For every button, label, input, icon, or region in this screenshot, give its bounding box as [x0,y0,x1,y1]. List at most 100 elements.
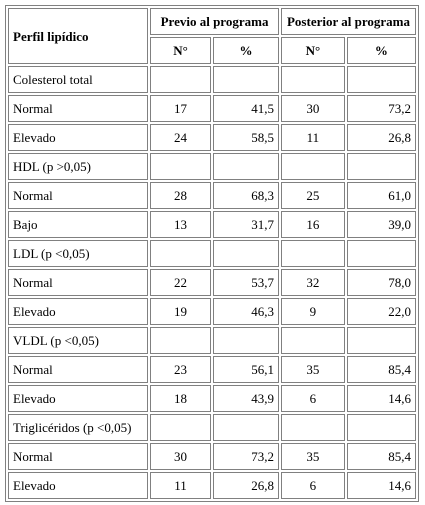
post-pct-cell: 14,6 [346,472,416,499]
post-pct-cell: 85,4 [346,443,416,470]
col-header-pre-pct: % [213,37,279,64]
post-n-cell: 6 [280,385,345,412]
section-label: Colesterol total [8,66,149,93]
table-row: Normal 23 56,1 35 85,4 [8,356,416,383]
post-n-cell: 32 [280,269,345,296]
post-pct-cell: 14,6 [346,385,416,412]
table-row: Normal 28 68,3 25 61,0 [8,182,416,209]
pre-n-cell: 18 [150,385,211,412]
row-label: Elevado [8,385,149,412]
col-header-perfil: Perfil lipídico [8,8,149,64]
post-n-cell [280,327,345,354]
row-label: Elevado [8,298,149,325]
pre-n-cell: 13 [150,211,211,238]
row-label: Bajo [8,211,149,238]
pre-n-cell: 19 [150,298,211,325]
row-label: Normal [8,356,149,383]
post-n-cell: 25 [280,182,345,209]
post-pct-cell [346,240,416,267]
row-label: Normal [8,443,149,470]
table-row: Normal 17 41,5 30 73,2 [8,95,416,122]
table-row: Normal 22 53,7 32 78,0 [8,269,416,296]
post-n-cell: 35 [280,356,345,383]
pre-pct-cell: 53,7 [213,269,279,296]
pre-n-cell: 28 [150,182,211,209]
post-n-cell: 16 [280,211,345,238]
post-n-cell: 9 [280,298,345,325]
pre-pct-cell: 46,3 [213,298,279,325]
pre-n-cell: 11 [150,472,211,499]
pre-n-cell: 24 [150,124,211,151]
table-row: Bajo 13 31,7 16 39,0 [8,211,416,238]
pre-pct-cell: 68,3 [213,182,279,209]
col-header-previo: Previo al programa [150,8,279,35]
pre-pct-cell [213,414,279,441]
pre-n-cell: 22 [150,269,211,296]
pre-pct-cell: 26,8 [213,472,279,499]
table-row: Elevado 19 46,3 9 22,0 [8,298,416,325]
pre-pct-cell [213,240,279,267]
col-header-post-n: N° [280,37,345,64]
post-pct-cell [346,414,416,441]
pre-pct-cell: 56,1 [213,356,279,383]
header-row-2: N° % N° % [8,37,416,64]
post-pct-cell: 26,8 [346,124,416,151]
post-n-cell [280,240,345,267]
section-row: VLDL (p <0,05) [8,327,416,354]
post-pct-cell: 61,0 [346,182,416,209]
row-label: Elevado [8,124,149,151]
pre-n-cell [150,414,211,441]
pre-pct-cell: 58,5 [213,124,279,151]
pre-n-cell [150,327,211,354]
header-row-1: Perfil lipídico Previo al programa Poste… [8,8,416,64]
pre-n-cell: 17 [150,95,211,122]
section-label: Triglicéridos (p <0,05) [8,414,149,441]
col-header-posterior: Posterior al programa [280,8,416,35]
table-row: Elevado 18 43,9 6 14,6 [8,385,416,412]
table-row: Normal 30 73,2 35 85,4 [8,443,416,470]
table-row: Elevado 24 58,5 11 26,8 [8,124,416,151]
table-row: Elevado 11 26,8 6 14,6 [8,472,416,499]
col-header-post-pct: % [346,37,416,64]
table-body: Colesterol total Normal 17 41,5 30 73,2 Elevad… [8,66,416,499]
post-pct-cell: 22,0 [346,298,416,325]
row-label: Normal [8,95,149,122]
post-n-cell [280,153,345,180]
post-n-cell: 35 [280,443,345,470]
section-row: Colesterol total [8,66,416,93]
pre-n-cell: 30 [150,443,211,470]
pre-pct-cell: 31,7 [213,211,279,238]
pre-pct-cell [213,327,279,354]
post-pct-cell [346,66,416,93]
row-label: Normal [8,182,149,209]
pre-pct-cell: 73,2 [213,443,279,470]
col-header-pre-n: N° [150,37,211,64]
pre-pct-cell: 43,9 [213,385,279,412]
section-row: HDL (p >0,05) [8,153,416,180]
pre-pct-cell [213,153,279,180]
post-n-cell: 30 [280,95,345,122]
section-row: Triglicéridos (p <0,05) [8,414,416,441]
row-label: Elevado [8,472,149,499]
pre-n-cell [150,66,211,93]
post-pct-cell: 73,2 [346,95,416,122]
pre-n-cell: 23 [150,356,211,383]
post-pct-cell [346,153,416,180]
section-row: LDL (p <0,05) [8,240,416,267]
lipid-profile-table: Perfil lipídico Previo al programa Poste… [5,5,419,502]
section-label: VLDL (p <0,05) [8,327,149,354]
section-label: HDL (p >0,05) [8,153,149,180]
post-n-cell: 11 [280,124,345,151]
pre-n-cell [150,153,211,180]
row-label: Normal [8,269,149,296]
pre-pct-cell: 41,5 [213,95,279,122]
post-pct-cell: 39,0 [346,211,416,238]
post-pct-cell: 78,0 [346,269,416,296]
post-pct-cell [346,327,416,354]
section-label: LDL (p <0,05) [8,240,149,267]
post-pct-cell: 85,4 [346,356,416,383]
pre-pct-cell [213,66,279,93]
post-n-cell: 6 [280,472,345,499]
post-n-cell [280,414,345,441]
post-n-cell [280,66,345,93]
